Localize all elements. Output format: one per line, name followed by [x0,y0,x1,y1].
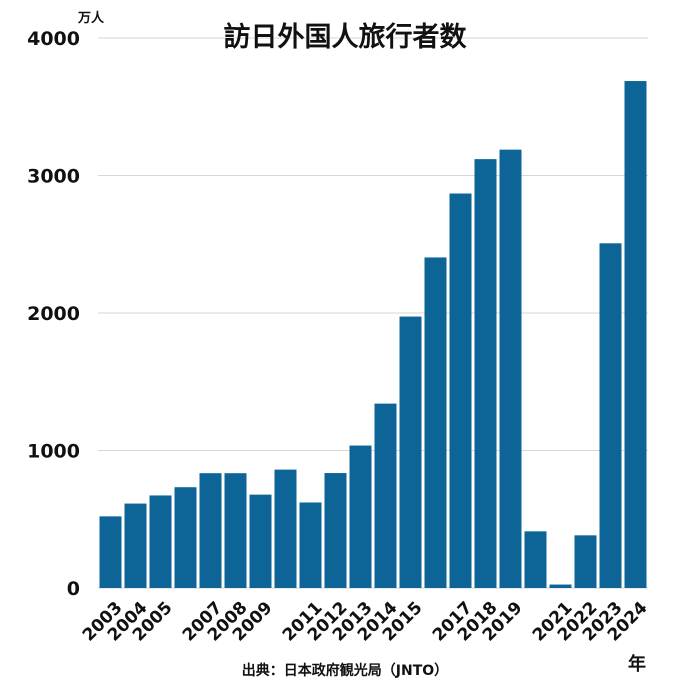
y-tick-labels: 0 1000 2000 3000 4000 [27,28,80,600]
bar-2014 [374,403,397,588]
bar-2022 [574,535,597,588]
bar-2019 [499,149,522,588]
y-tick-label: 1000 [27,441,80,463]
y-tick-label: 4000 [27,28,80,50]
y-axis-unit: 万人 [77,10,105,26]
bar-2010 [274,469,297,588]
bar-2023 [599,243,622,589]
y-tick-label: 2000 [27,303,80,325]
bar-2005 [149,495,172,588]
bar-2017 [449,193,472,588]
bar-2003 [99,516,122,588]
y-tick-label: 3000 [27,166,80,188]
bar-2004 [124,503,147,588]
bars [99,81,647,589]
bar-2016 [424,257,447,588]
bar-2007 [199,473,222,588]
bar-2011 [299,502,322,588]
bar-2021 [549,584,572,588]
bar-2009 [249,494,272,588]
bar-2015 [399,316,422,588]
source-note: 出典：日本政府観光局（JNTO） [242,662,448,679]
bar-2006 [174,487,197,588]
x-axis-unit: 年 [628,653,646,675]
bar-2008 [224,473,247,588]
bar-2013 [349,445,372,588]
bar-2020 [524,531,547,588]
y-tick-label: 0 [67,578,80,600]
bar-2012 [324,473,347,588]
bar-2024 [624,81,647,588]
bar-2018 [474,159,497,588]
chart-title: 訪日外国人旅行者数 [224,21,468,53]
